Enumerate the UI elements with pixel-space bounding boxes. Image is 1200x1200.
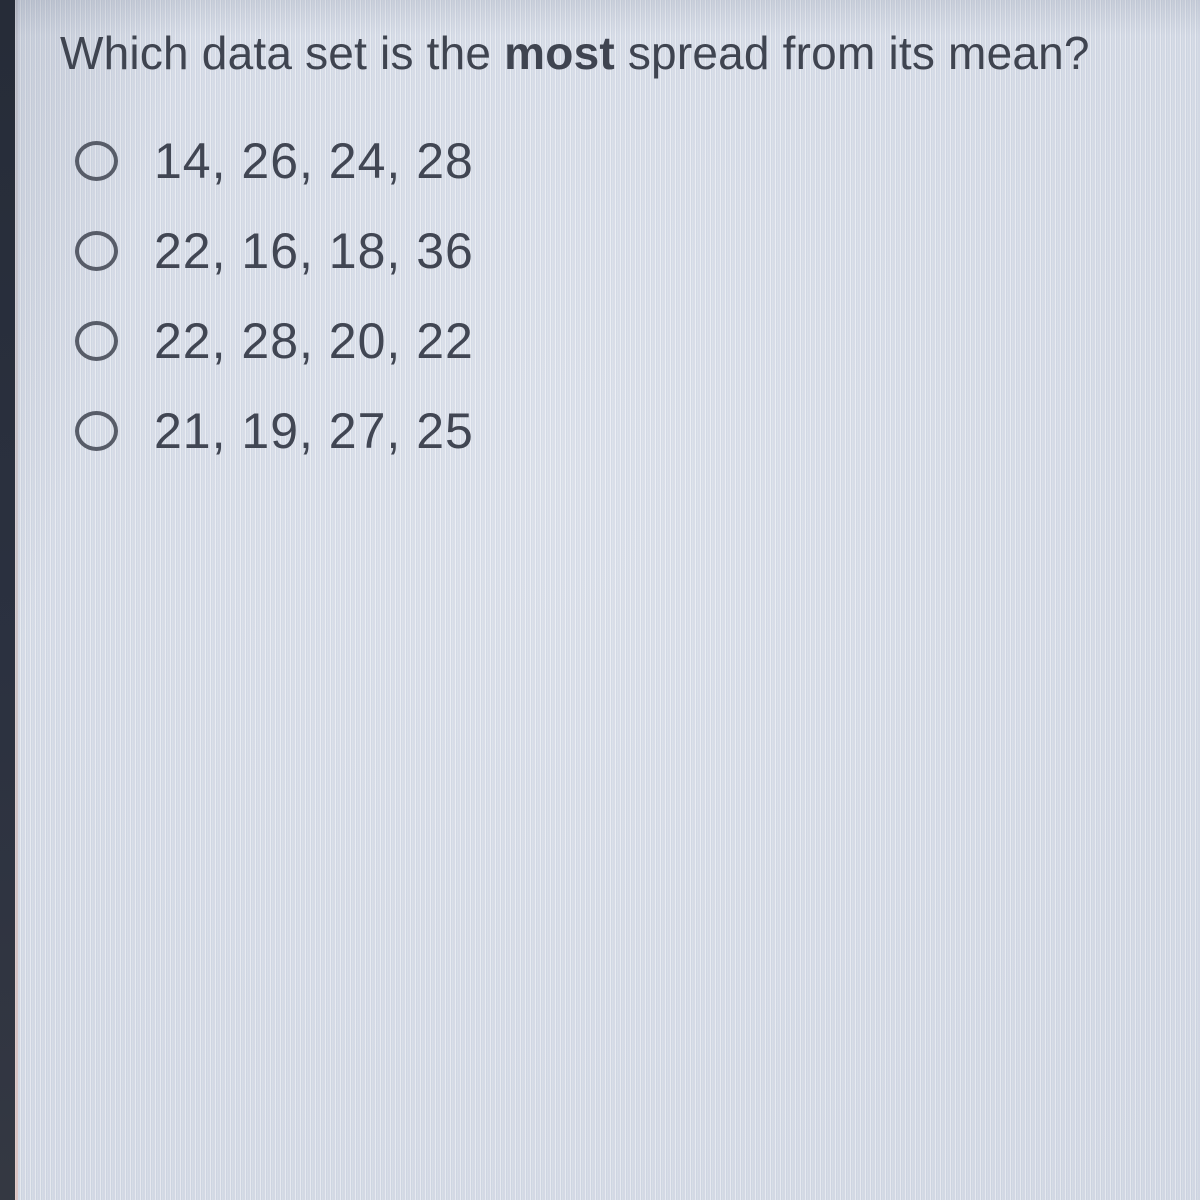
- question-bold-word: most: [504, 27, 615, 79]
- screen-bezel-left: [0, 0, 15, 1200]
- radio-button-4[interactable]: [75, 411, 118, 452]
- answer-option-2[interactable]: 22, 16, 18, 36: [60, 223, 1170, 280]
- question-text: Which data set is the most spread from i…: [60, 26, 1170, 81]
- radio-button-2[interactable]: [75, 231, 118, 272]
- radio-button-3[interactable]: [75, 321, 118, 362]
- bezel-edge-highlight: [15, 0, 18, 1200]
- answer-option-4-label: 21, 19, 27, 25: [154, 403, 474, 460]
- question-prefix: Which data set is the: [60, 27, 505, 79]
- answer-option-1[interactable]: 14, 26, 24, 28: [60, 133, 1170, 190]
- question-suffix: spread from its mean?: [614, 27, 1090, 79]
- answer-option-4[interactable]: 21, 19, 27, 25: [60, 403, 1170, 460]
- quiz-screen: Which data set is the most spread from i…: [15, 0, 1200, 1200]
- quiz-content: Which data set is the most spread from i…: [15, 0, 1200, 460]
- answer-option-1-label: 14, 26, 24, 28: [154, 133, 474, 190]
- answer-option-3-label: 22, 28, 20, 22: [154, 313, 474, 370]
- answer-option-3[interactable]: 22, 28, 20, 22: [60, 313, 1170, 370]
- radio-button-1[interactable]: [75, 141, 118, 182]
- answer-option-2-label: 22, 16, 18, 36: [154, 223, 474, 280]
- answer-options: 14, 26, 24, 28 22, 16, 18, 36 22, 28, 20…: [60, 133, 1170, 460]
